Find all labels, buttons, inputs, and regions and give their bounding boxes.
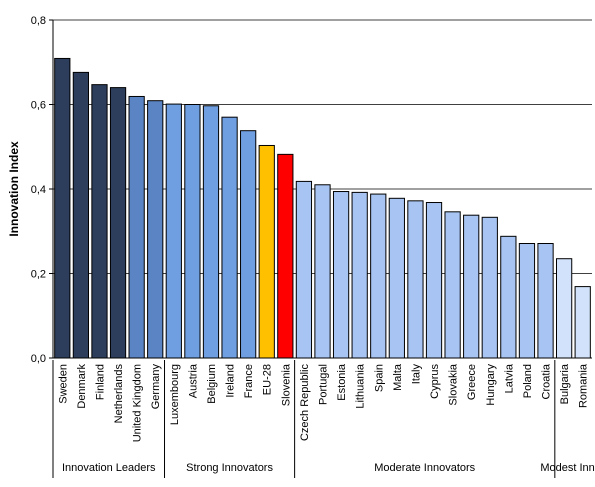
group-labels: Innovation Leaders Strong Innovators Moder… — [52, 360, 595, 478]
x-tick-label: Slovakia — [448, 363, 460, 405]
bar — [388, 197, 405, 359]
x-tick-labels: Sweden Denmark Finland Netherlands United Ki… — [57, 363, 589, 442]
bar — [72, 71, 90, 359]
x-tick-label: Greece — [466, 364, 478, 400]
bar — [407, 200, 424, 359]
x-tick-label: Spain — [373, 364, 385, 392]
bar — [240, 130, 257, 359]
x-tick-label: Luxembourg — [169, 364, 181, 425]
bar — [277, 153, 294, 359]
group-label: Strong Innovators — [186, 462, 273, 474]
bar — [351, 191, 368, 359]
bar — [202, 105, 220, 359]
x-tick-label: Ireland — [225, 364, 237, 398]
bar — [444, 211, 461, 359]
x-tick-label: Cyprus — [429, 364, 441, 399]
bar — [425, 202, 443, 359]
y-tick-label: 0,2 — [31, 269, 46, 281]
group-label: Moderate Innovators — [374, 462, 475, 474]
x-tick-label: Lithuania — [355, 363, 367, 409]
bar — [109, 87, 127, 359]
bar — [184, 104, 201, 359]
bar — [54, 57, 71, 359]
bar — [481, 216, 498, 359]
bar — [295, 180, 313, 359]
bar — [128, 95, 145, 359]
bar — [518, 243, 536, 359]
x-tick-label: Germany — [150, 364, 162, 410]
bar — [500, 235, 517, 359]
x-tick-label: Czech Republic — [299, 364, 311, 442]
bar — [463, 214, 480, 359]
bars — [54, 57, 591, 359]
x-tick-label: Denmark — [76, 364, 88, 409]
y-tick-labels: 0,0 0,2 0,4 0,6 0,8 — [31, 15, 46, 365]
bar — [258, 144, 275, 359]
x-tick-label: Bulgaria — [559, 363, 571, 404]
y-tick-label: 0,4 — [31, 184, 46, 196]
group-label: Innovation Leaders — [62, 462, 156, 474]
bar — [221, 116, 238, 359]
x-tick-label: Netherlands — [113, 364, 125, 424]
y-tick-label: 0,8 — [31, 15, 46, 27]
x-tick-label: France — [243, 364, 255, 398]
x-tick-label: Poland — [522, 364, 534, 398]
x-tick-label: Latvia — [503, 363, 515, 393]
bar — [314, 184, 331, 359]
bar — [332, 191, 350, 359]
bar — [147, 100, 164, 359]
y-axis-label: Innovation Index — [7, 141, 21, 237]
x-tick-label: Slovenia — [280, 363, 292, 406]
y-tick-label: 0,6 — [31, 100, 46, 112]
x-tick-label: Finland — [94, 364, 106, 400]
x-tick-label: EU-28 — [262, 364, 274, 395]
axes — [49, 19, 592, 359]
bar — [574, 286, 591, 359]
x-tick-label: Romania — [578, 363, 590, 408]
x-tick-label: Croatia — [541, 363, 553, 399]
bar — [556, 258, 573, 359]
bar — [165, 103, 182, 359]
x-tick-label: Portugal — [318, 364, 330, 405]
bar — [91, 84, 108, 359]
group-label: Modest Innov — [540, 462, 595, 474]
x-tick-label: Belgium — [206, 364, 218, 404]
bar — [537, 243, 554, 359]
y-tick-label: 0,0 — [31, 353, 46, 365]
x-tick-label: Austria — [187, 363, 199, 398]
x-tick-label: Italy — [410, 364, 422, 385]
x-tick-label: United Kingdom — [132, 364, 144, 442]
bar — [370, 193, 387, 359]
x-tick-label: Sweden — [57, 364, 69, 404]
x-tick-label: Hungary — [485, 364, 497, 406]
x-tick-label: Malta — [392, 363, 404, 391]
x-tick-label: Estonia — [336, 363, 348, 401]
